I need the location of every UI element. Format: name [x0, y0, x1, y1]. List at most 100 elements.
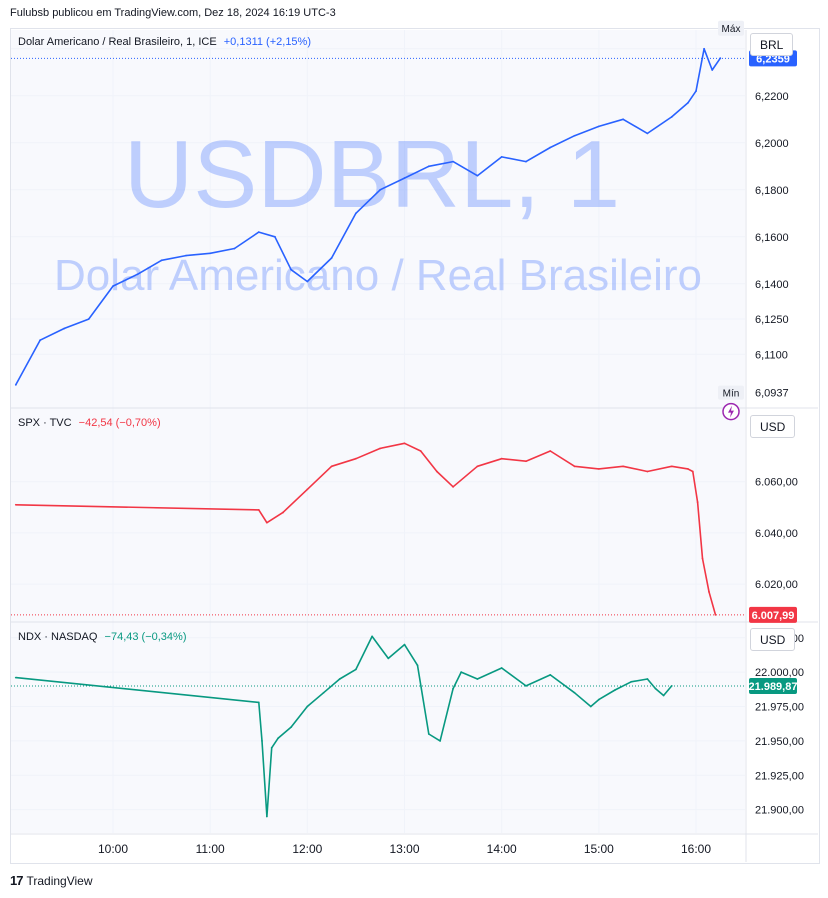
series-point: [184, 254, 187, 257]
y-tick-label: 6,1600: [755, 232, 789, 244]
y-tick-label: 21.900,00: [755, 805, 804, 817]
series-point: [476, 174, 479, 177]
series-point: [622, 465, 625, 468]
series-point: [549, 146, 552, 149]
y-tick-label: 6,1400: [755, 279, 789, 291]
series-point: [630, 680, 633, 683]
series-point: [573, 691, 576, 694]
series-point: [403, 643, 406, 646]
series-point: [160, 259, 163, 262]
series-point: [549, 673, 552, 676]
series-point: [597, 468, 600, 470]
series-point: [290, 268, 293, 271]
y-tick-label: 6.020,00: [755, 579, 798, 591]
series-point: [703, 47, 706, 50]
series-point: [416, 664, 419, 667]
series-point: [39, 339, 42, 342]
pane3-change: −74,43 (−0,34%): [104, 631, 187, 643]
series-point: [687, 101, 689, 104]
series-point: [419, 450, 422, 452]
series-point: [646, 470, 649, 473]
min-value-label: 6,0937: [755, 388, 789, 400]
series-point: [379, 447, 382, 450]
series-point: [597, 125, 600, 128]
y-tick-label: 6,1800: [755, 185, 789, 197]
footer-brand[interactable]: 17 TradingView: [10, 873, 93, 888]
series-point: [670, 116, 673, 118]
pane1-legend[interactable]: Dolar Americano / Real Brasileiro, 1, IC…: [18, 36, 311, 48]
series-point: [355, 668, 357, 671]
series-point: [330, 465, 333, 468]
series-point: [597, 698, 600, 701]
series-point: [387, 657, 390, 660]
series-point: [427, 733, 430, 735]
footer-brand-text: TradingView: [26, 873, 93, 888]
series-point: [136, 273, 139, 276]
pane1-symbol: Dolar Americano / Real Brasileiro, 1, IC…: [18, 36, 217, 48]
series-point: [338, 678, 341, 680]
watermark-symbol: USDBRL, 1: [124, 121, 620, 228]
series-point: [452, 485, 454, 488]
series-point: [549, 450, 552, 452]
pane1-change: +0,1311 (+2,15%): [223, 36, 311, 48]
series-point: [708, 590, 710, 593]
series-point: [282, 511, 284, 514]
x-tick-label: 14:00: [487, 842, 517, 856]
series-point: [306, 280, 309, 283]
series-point: [701, 557, 704, 560]
pane3-legend[interactable]: NDX · NASDAQ −74,43 (−0,34%): [18, 631, 186, 643]
pane3-currency-button[interactable]: USD: [750, 628, 796, 651]
series-point: [277, 737, 280, 740]
series-point: [476, 678, 479, 680]
series-point: [500, 457, 503, 460]
x-tick-label: 16:00: [681, 842, 711, 856]
symbol-watermark: USDBRL, 1 Dolar Americano / Real Brasile…: [54, 121, 702, 300]
series-point: [452, 687, 454, 690]
y-tick-label: 6.040,00: [755, 528, 798, 540]
x-tick-label: 11:00: [196, 842, 225, 856]
y-tick-label: 21.950,00: [755, 736, 804, 748]
series-point: [500, 667, 503, 669]
pane2-currency-button[interactable]: USD: [750, 415, 796, 438]
series-point: [589, 705, 592, 708]
y-tick-label: 6,1250: [755, 314, 789, 326]
series-line[interactable]: [15, 47, 721, 386]
lightning-icon[interactable]: [722, 402, 740, 421]
series-point: [646, 132, 649, 135]
series-point: [573, 465, 576, 468]
x-tick-label: 13:00: [389, 842, 419, 856]
y-tick-label: 21.925,00: [755, 770, 804, 782]
series-point: [500, 156, 503, 158]
series-line[interactable]: [15, 635, 673, 818]
series-point: [654, 687, 657, 690]
series-point: [112, 285, 114, 288]
watermark-name: Dolar Americano / Real Brasileiro: [54, 251, 702, 300]
series-point: [691, 470, 694, 473]
pane1-currency-button[interactable]: BRL: [750, 33, 794, 56]
x-tick-label: 15:00: [584, 842, 614, 856]
series-point: [646, 678, 649, 680]
series-point: [261, 739, 263, 742]
min-label: Mín: [723, 389, 740, 400]
tradingview-logo-icon: 17: [10, 873, 24, 888]
series-point: [14, 503, 17, 506]
series-point: [525, 684, 527, 687]
series-point: [87, 318, 90, 320]
x-tick-label: 12:00: [292, 842, 322, 856]
y-tick-label: 6,1100: [755, 349, 788, 361]
publish-line: Fulubsb publicou em TradingView.com, Dez…: [10, 7, 336, 19]
series-point: [257, 508, 260, 511]
series-point: [714, 613, 717, 616]
series-point: [670, 465, 673, 468]
series-point: [427, 165, 430, 168]
y-tick-label: 6,2000: [755, 138, 789, 150]
max-label: Máx: [722, 24, 741, 35]
series-point: [452, 160, 454, 163]
x-tick-label: 10:00: [98, 842, 128, 856]
series-point: [687, 468, 689, 470]
series-point: [525, 460, 527, 463]
series-point: [306, 705, 309, 708]
series-point: [265, 815, 268, 818]
pane2-legend[interactable]: SPX · TVC −42,54 (−0,70%): [18, 417, 161, 429]
